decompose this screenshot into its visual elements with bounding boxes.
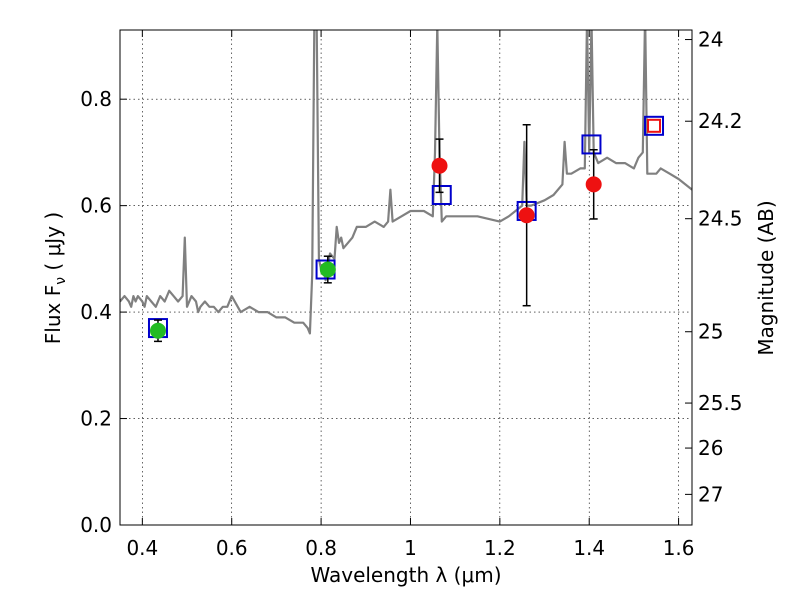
y-tick-label: 0.4 [80,300,112,324]
model-point-square [431,185,452,205]
y2-tick-label: 24 [698,28,723,52]
y-tick-label: 0.8 [80,87,112,111]
observed-point-circle [149,322,166,339]
model-point-square [581,134,602,155]
x-axis-label: Wavelength λ (μm) [310,563,501,587]
error-bars [147,115,665,343]
plot-background [120,30,692,525]
x-tick-label: 0.6 [216,536,248,560]
x-tick-label: 1.4 [573,536,605,560]
y-tick-label: 0.2 [80,407,112,431]
y-axis-label-main: Flux F [41,285,65,344]
y2-tick-label: 26 [698,436,723,460]
y-axis-label-sub: ν [53,277,69,285]
y2-axis-label: Magnitude (AB) [754,200,778,355]
x-tick-label: 0.8 [305,536,337,560]
observed-point-circle [518,207,535,224]
x-tick-label: 1 [404,536,417,560]
y-tick-label: 0.0 [80,513,112,537]
y-tick-label: 0.6 [80,194,112,218]
y-axis-label-unit: ( μJy ) [41,212,65,277]
grid [120,30,692,525]
y2-tick-label: 25.5 [698,391,743,415]
observed-point-circle [585,176,602,193]
ticks: 0.4 0.6 0.8 1 1.2 1.4 1.6 0.0 0.2 0.4 0.6 0.8 24 24.2… [80,28,742,560]
observed-point-circle [431,157,448,174]
observed-point-circle [319,261,336,278]
x-tick-label: 1.6 [663,536,695,560]
spectrum-line [120,30,692,335]
data-layer [120,30,692,335]
y2-tick-label: 25 [698,320,723,344]
y2-tick-label: 24.5 [698,207,743,231]
x-tick-label: 0.4 [126,536,158,560]
plot-frame [119,29,693,526]
x-tick-label: 1.2 [484,536,516,560]
y-axis-label: Flux Fν ( μJy ) [41,212,69,344]
observed-point-square [647,118,662,133]
y2-tick-label: 24.2 [698,109,743,133]
model-point-square [644,115,665,136]
y2-tick-label: 27 [698,482,723,506]
